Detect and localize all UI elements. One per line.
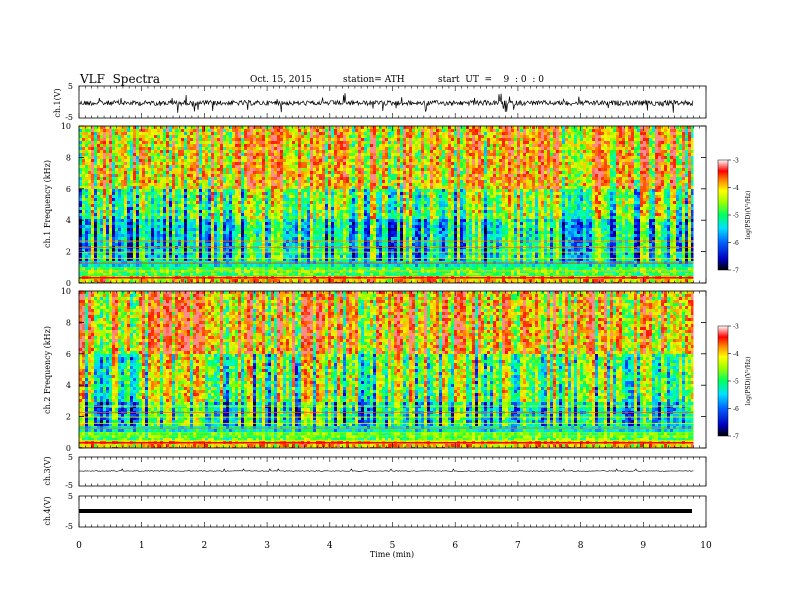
ch1-ytick-bottom: -5 <box>65 113 73 122</box>
x-tick-label: 0 <box>76 541 82 551</box>
vlf-figure: 5 -5 ch.1(V) 0246810 ch.1 Frequency (kHz… <box>0 0 792 612</box>
ch4-ytick-top: 5 <box>68 492 73 501</box>
colorbar-tick-label: -4 <box>733 185 739 192</box>
x-axis-label: Time (min) <box>370 550 414 559</box>
ch3-waveform-panel: 5 -5 ch.3(V) <box>43 453 706 490</box>
spectrogram-ytick-label: 10 <box>61 122 71 131</box>
ch3-ytick-bottom: -5 <box>65 481 73 490</box>
ch3-ytick-top: 5 <box>68 453 73 462</box>
ch3-waveform-ylabel: ch.3(V) <box>43 456 52 485</box>
ch1-colorbar-label: log(PSD)(V²/Hz) <box>745 191 752 240</box>
spectrogram-ytick-label: 10 <box>61 287 71 296</box>
ch1-spectrogram-image <box>79 126 694 283</box>
spectrogram-ytick-label: 8 <box>66 318 71 327</box>
x-tick-label: 7 <box>515 541 521 551</box>
spectrogram-ytick-label: 4 <box>66 381 71 390</box>
x-tick-label: 8 <box>578 541 584 551</box>
ch2-spectrogram-image <box>79 291 694 448</box>
spectrogram-ytick-label: 8 <box>66 153 71 162</box>
ch4-waveform-line <box>79 509 692 513</box>
ch2-colorbar-label: log(PSD)(V²/Hz) <box>745 357 752 406</box>
colorbar-tick-label: -3 <box>733 324 739 331</box>
x-tick-label: 2 <box>202 541 208 551</box>
x-tick-label: 9 <box>640 541 646 551</box>
ch1-spectrogram-ylabel: ch.1 Frequency (kHz) <box>43 160 52 248</box>
colorbar-tick-label: -6 <box>733 240 739 247</box>
colorbar-tick-label: -5 <box>733 213 739 220</box>
ch1-colorbar <box>718 160 728 270</box>
ch1-waveform-ylabel: ch.1(V) <box>53 88 62 117</box>
x-tick-label: 1 <box>139 541 145 551</box>
colorbar-tick-label: -3 <box>733 158 739 165</box>
spectrogram-ytick-label: 6 <box>66 185 71 194</box>
ch4-ytick-bottom: -5 <box>65 522 73 531</box>
spectrogram-ytick-label: 4 <box>66 216 71 225</box>
ch2-spectrogram-ylabel: ch.2 Frequency (kHz) <box>43 326 52 414</box>
colorbar-tick-label: -4 <box>733 351 739 358</box>
ch1-ytick-top: 5 <box>68 82 73 91</box>
spectrogram-ytick-label: 2 <box>66 413 71 422</box>
ch4-waveform-panel: 5 -5 ch.4(V) <box>43 492 706 531</box>
ch1-waveform-panel: 5 -5 ch.1(V) <box>53 82 706 122</box>
x-tick-label: 6 <box>452 541 458 551</box>
spectrogram-ytick-label: 6 <box>66 350 71 359</box>
colorbar-tick-label: -6 <box>733 406 739 413</box>
x-tick-label: 4 <box>327 541 333 551</box>
x-tick-label: 3 <box>264 541 270 551</box>
colorbar-tick-label: -5 <box>733 379 739 386</box>
spectrogram-ytick-label: 0 <box>66 444 71 453</box>
spectrogram-ytick-label: 2 <box>66 248 71 257</box>
colorbar-tick-label: -7 <box>733 434 739 441</box>
x-tick-label: 10 <box>700 541 712 551</box>
ch2-colorbar <box>718 326 728 436</box>
ch4-waveform-ylabel: ch.4(V) <box>43 496 52 525</box>
colorbar-tick-label: -7 <box>733 268 739 275</box>
